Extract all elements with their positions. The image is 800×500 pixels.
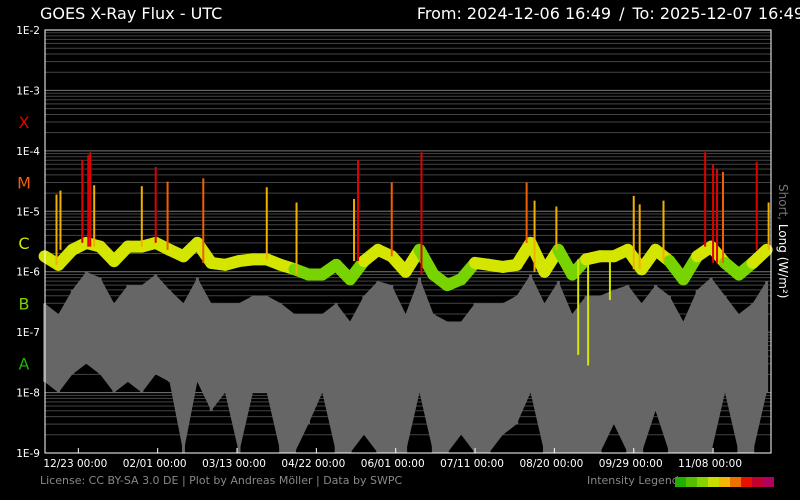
legend-swatch: [686, 477, 697, 487]
intensity-legend-label: Intensity Legend: [587, 474, 679, 487]
intensity-legend: [675, 477, 774, 487]
y-tick-label: 1E-6: [16, 267, 40, 279]
y-tick-label: 1E-2: [16, 25, 40, 37]
y-tick-label: 1E-4: [16, 146, 40, 158]
legend-swatch: [730, 477, 741, 487]
y-tick-label: 1E-5: [16, 206, 40, 218]
legend-swatch: [763, 477, 774, 487]
x-tick-label: 03/13 00:00: [202, 458, 266, 470]
legend-swatch: [741, 477, 752, 487]
flare-class-label: X: [19, 113, 30, 132]
x-tick-label: 07/11 00:00: [440, 458, 504, 470]
y-tick-label: 1E-3: [16, 85, 40, 97]
flare-class-label: C: [18, 234, 29, 253]
flare-class-label: B: [19, 294, 30, 313]
time-range: From: 2024-12-06 16:49 / To: 2025-12-07 16…: [417, 4, 800, 23]
y-tick-label: 1E-9: [16, 448, 40, 460]
y-tick-label: 1E-7: [16, 327, 40, 339]
legend-swatch: [675, 477, 686, 487]
x-tick-label: 09/29 00:00: [599, 458, 663, 470]
flare-class-label: M: [17, 173, 31, 192]
long-flux-segment: [746, 243, 773, 269]
chart-title: GOES X-Ray Flux - UTC: [40, 4, 223, 23]
x-tick-label: 08/20 00:00: [519, 458, 583, 470]
range-to: To: 2025-12-07 16:49: [632, 4, 800, 23]
range-separator: /: [619, 4, 625, 23]
legend-swatch: [708, 477, 719, 487]
x-tick-label: 11/08 00:00: [678, 458, 742, 470]
x-tick-label: 12/23 00:00: [43, 458, 107, 470]
x-tick-label: 06/01 00:00: [361, 458, 425, 470]
y-axis-label: Short, Long (W/m²): [776, 184, 790, 298]
y-axis-label-long: Long (W/m²): [776, 223, 790, 299]
legend-swatch: [752, 477, 763, 487]
x-tick-label: 04/22 00:00: [281, 458, 345, 470]
x-tick-label: 02/01 00:00: [123, 458, 187, 470]
y-axis-label-short: Short,: [776, 184, 790, 221]
flare-class-label: A: [19, 355, 30, 374]
credits-text: License: CC BY-SA 3.0 DE | Plot by Andre…: [40, 474, 403, 487]
y-tick-label: 1E-8: [16, 388, 40, 400]
plot-frame: [44, 29, 772, 454]
legend-swatch: [697, 477, 708, 487]
range-from: From: 2024-12-06 16:49: [416, 4, 612, 23]
legend-swatch: [719, 477, 730, 487]
